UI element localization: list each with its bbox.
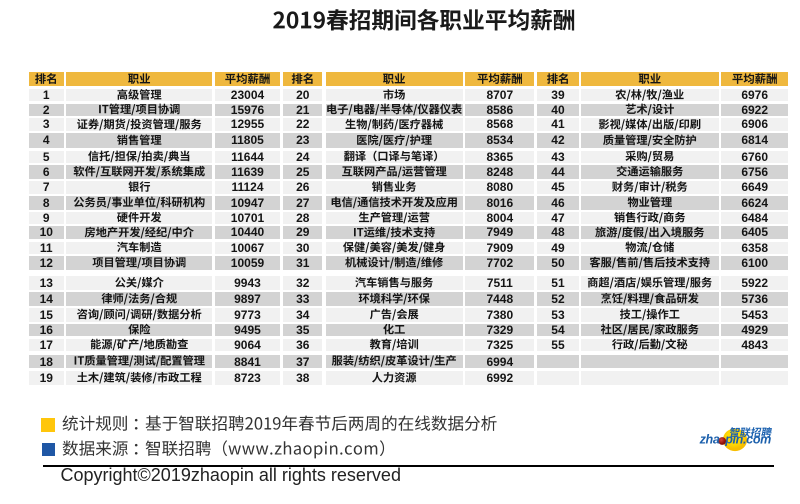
svg-text:zha: zha: [699, 433, 720, 447]
svg-text:pin.com: pin.com: [724, 433, 771, 447]
